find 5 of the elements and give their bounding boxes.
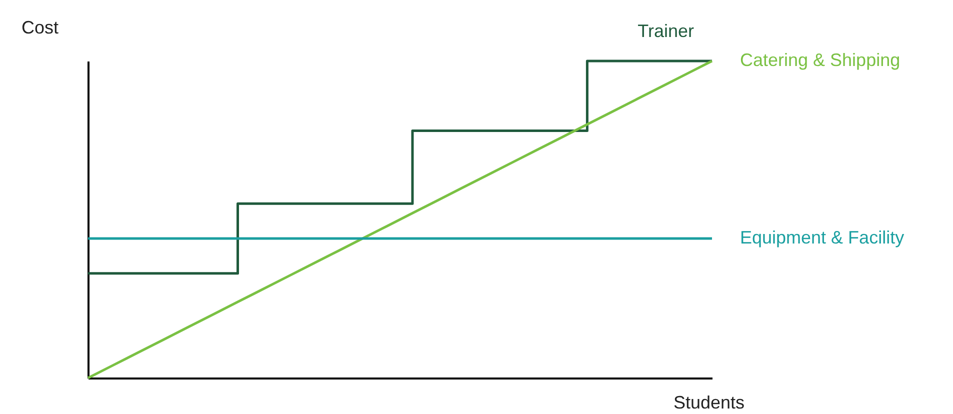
y-axis-title: Cost (21, 18, 58, 38)
series-label: Catering & Shipping (740, 50, 900, 70)
x-axis-title: Students (673, 392, 744, 412)
series-label: Equipment & Facility (740, 228, 904, 248)
series-label: Trainer (638, 21, 694, 41)
